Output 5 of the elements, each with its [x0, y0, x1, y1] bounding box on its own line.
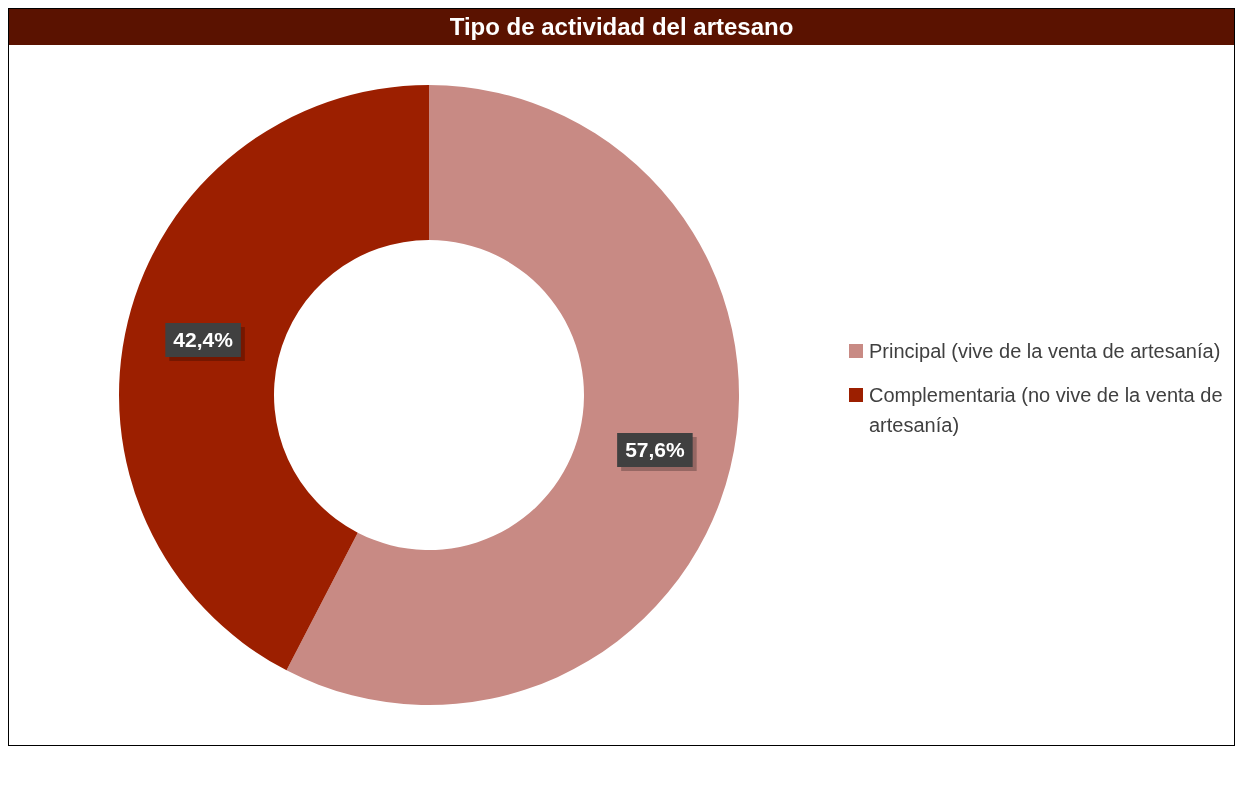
legend-label: Complementaria (no vive de la venta de artesanía) — [869, 383, 1224, 438]
data-label: 42,4% — [173, 327, 234, 351]
chart-title: Tipo de actividad del artesano — [9, 9, 1234, 45]
data-label: 57,6% — [625, 437, 685, 461]
legend-label: Principal (vive de la venta de artesanía) — [869, 339, 1221, 364]
